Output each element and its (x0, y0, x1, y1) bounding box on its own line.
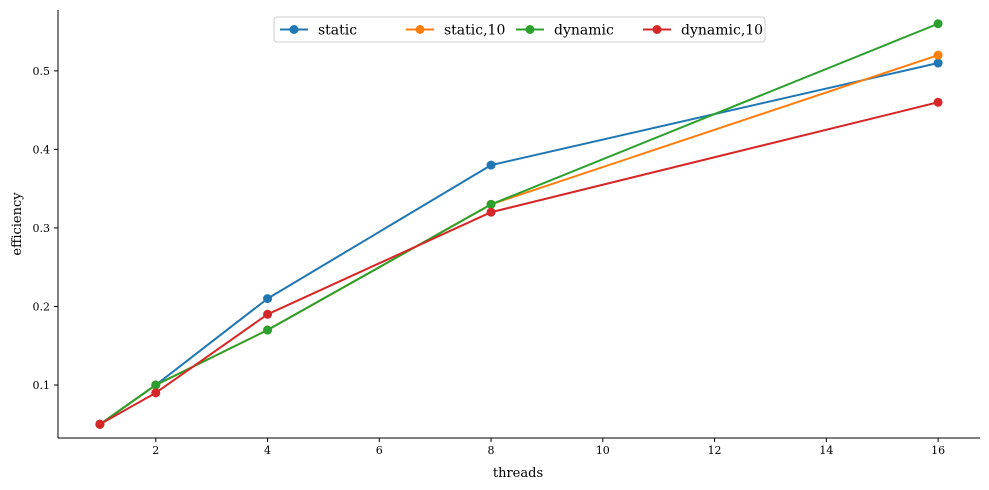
legend-entry: dynamic (516, 23, 614, 39)
data-point (263, 309, 273, 319)
series-line (99, 54, 939, 426)
series-static (95, 58, 943, 429)
x-tick-label: 12 (708, 444, 722, 457)
legend-marker (289, 25, 299, 34)
data-point (95, 419, 105, 429)
data-point (151, 388, 161, 398)
x-tick-label: 16 (931, 444, 945, 457)
x-tick-label: 8 (488, 444, 495, 457)
x-axis: 2 4 6 8 10 12 14 16 (58, 437, 980, 457)
x-tick-label: 2 (152, 444, 159, 457)
data-point (486, 199, 496, 209)
data-point (263, 294, 273, 304)
legend-entry: static (280, 23, 357, 39)
data-point (933, 58, 943, 68)
series-dynamic-10 (95, 97, 943, 429)
series-line (99, 62, 939, 426)
legend-entry: dynamic,10 (643, 23, 763, 39)
y-tick-label: 0.4 (33, 143, 51, 156)
data-point (263, 325, 273, 335)
x-tick-label: 10 (596, 444, 610, 457)
data-point (486, 207, 496, 217)
data-point (933, 97, 943, 107)
series-line (99, 101, 939, 426)
y-tick-label: 0.1 (33, 379, 51, 392)
legend-marker (525, 25, 535, 34)
legend-label: dynamic,10 (681, 23, 763, 39)
x-axis-label: threads (493, 466, 543, 481)
legend-marker (652, 25, 662, 34)
series-layer (95, 19, 943, 429)
legend-label: dynamic (554, 23, 614, 39)
legend-entry: static,10 (406, 23, 505, 39)
data-point (933, 50, 943, 60)
legend-marker (415, 25, 425, 34)
y-axis: 0.1 0.2 0.3 0.4 0.5 (33, 10, 59, 438)
x-tick-label: 6 (376, 444, 383, 457)
y-tick-label: 0.2 (33, 300, 51, 313)
series-line (99, 22, 939, 426)
y-tick-label: 0.5 (33, 65, 51, 78)
data-point (933, 19, 943, 29)
data-point (151, 380, 161, 390)
legend-label: static (318, 23, 357, 39)
series-static-10 (95, 50, 943, 429)
data-point (486, 160, 496, 170)
y-axis-label: efficiency (10, 192, 25, 256)
legend: static static,10 dynamic dynamic,10 (273, 16, 766, 43)
y-tick-label: 0.3 (33, 222, 51, 235)
series-dynamic (95, 19, 943, 429)
x-tick-label: 4 (264, 444, 271, 457)
legend-label: static,10 (444, 23, 505, 39)
x-tick-label: 14 (819, 444, 833, 457)
